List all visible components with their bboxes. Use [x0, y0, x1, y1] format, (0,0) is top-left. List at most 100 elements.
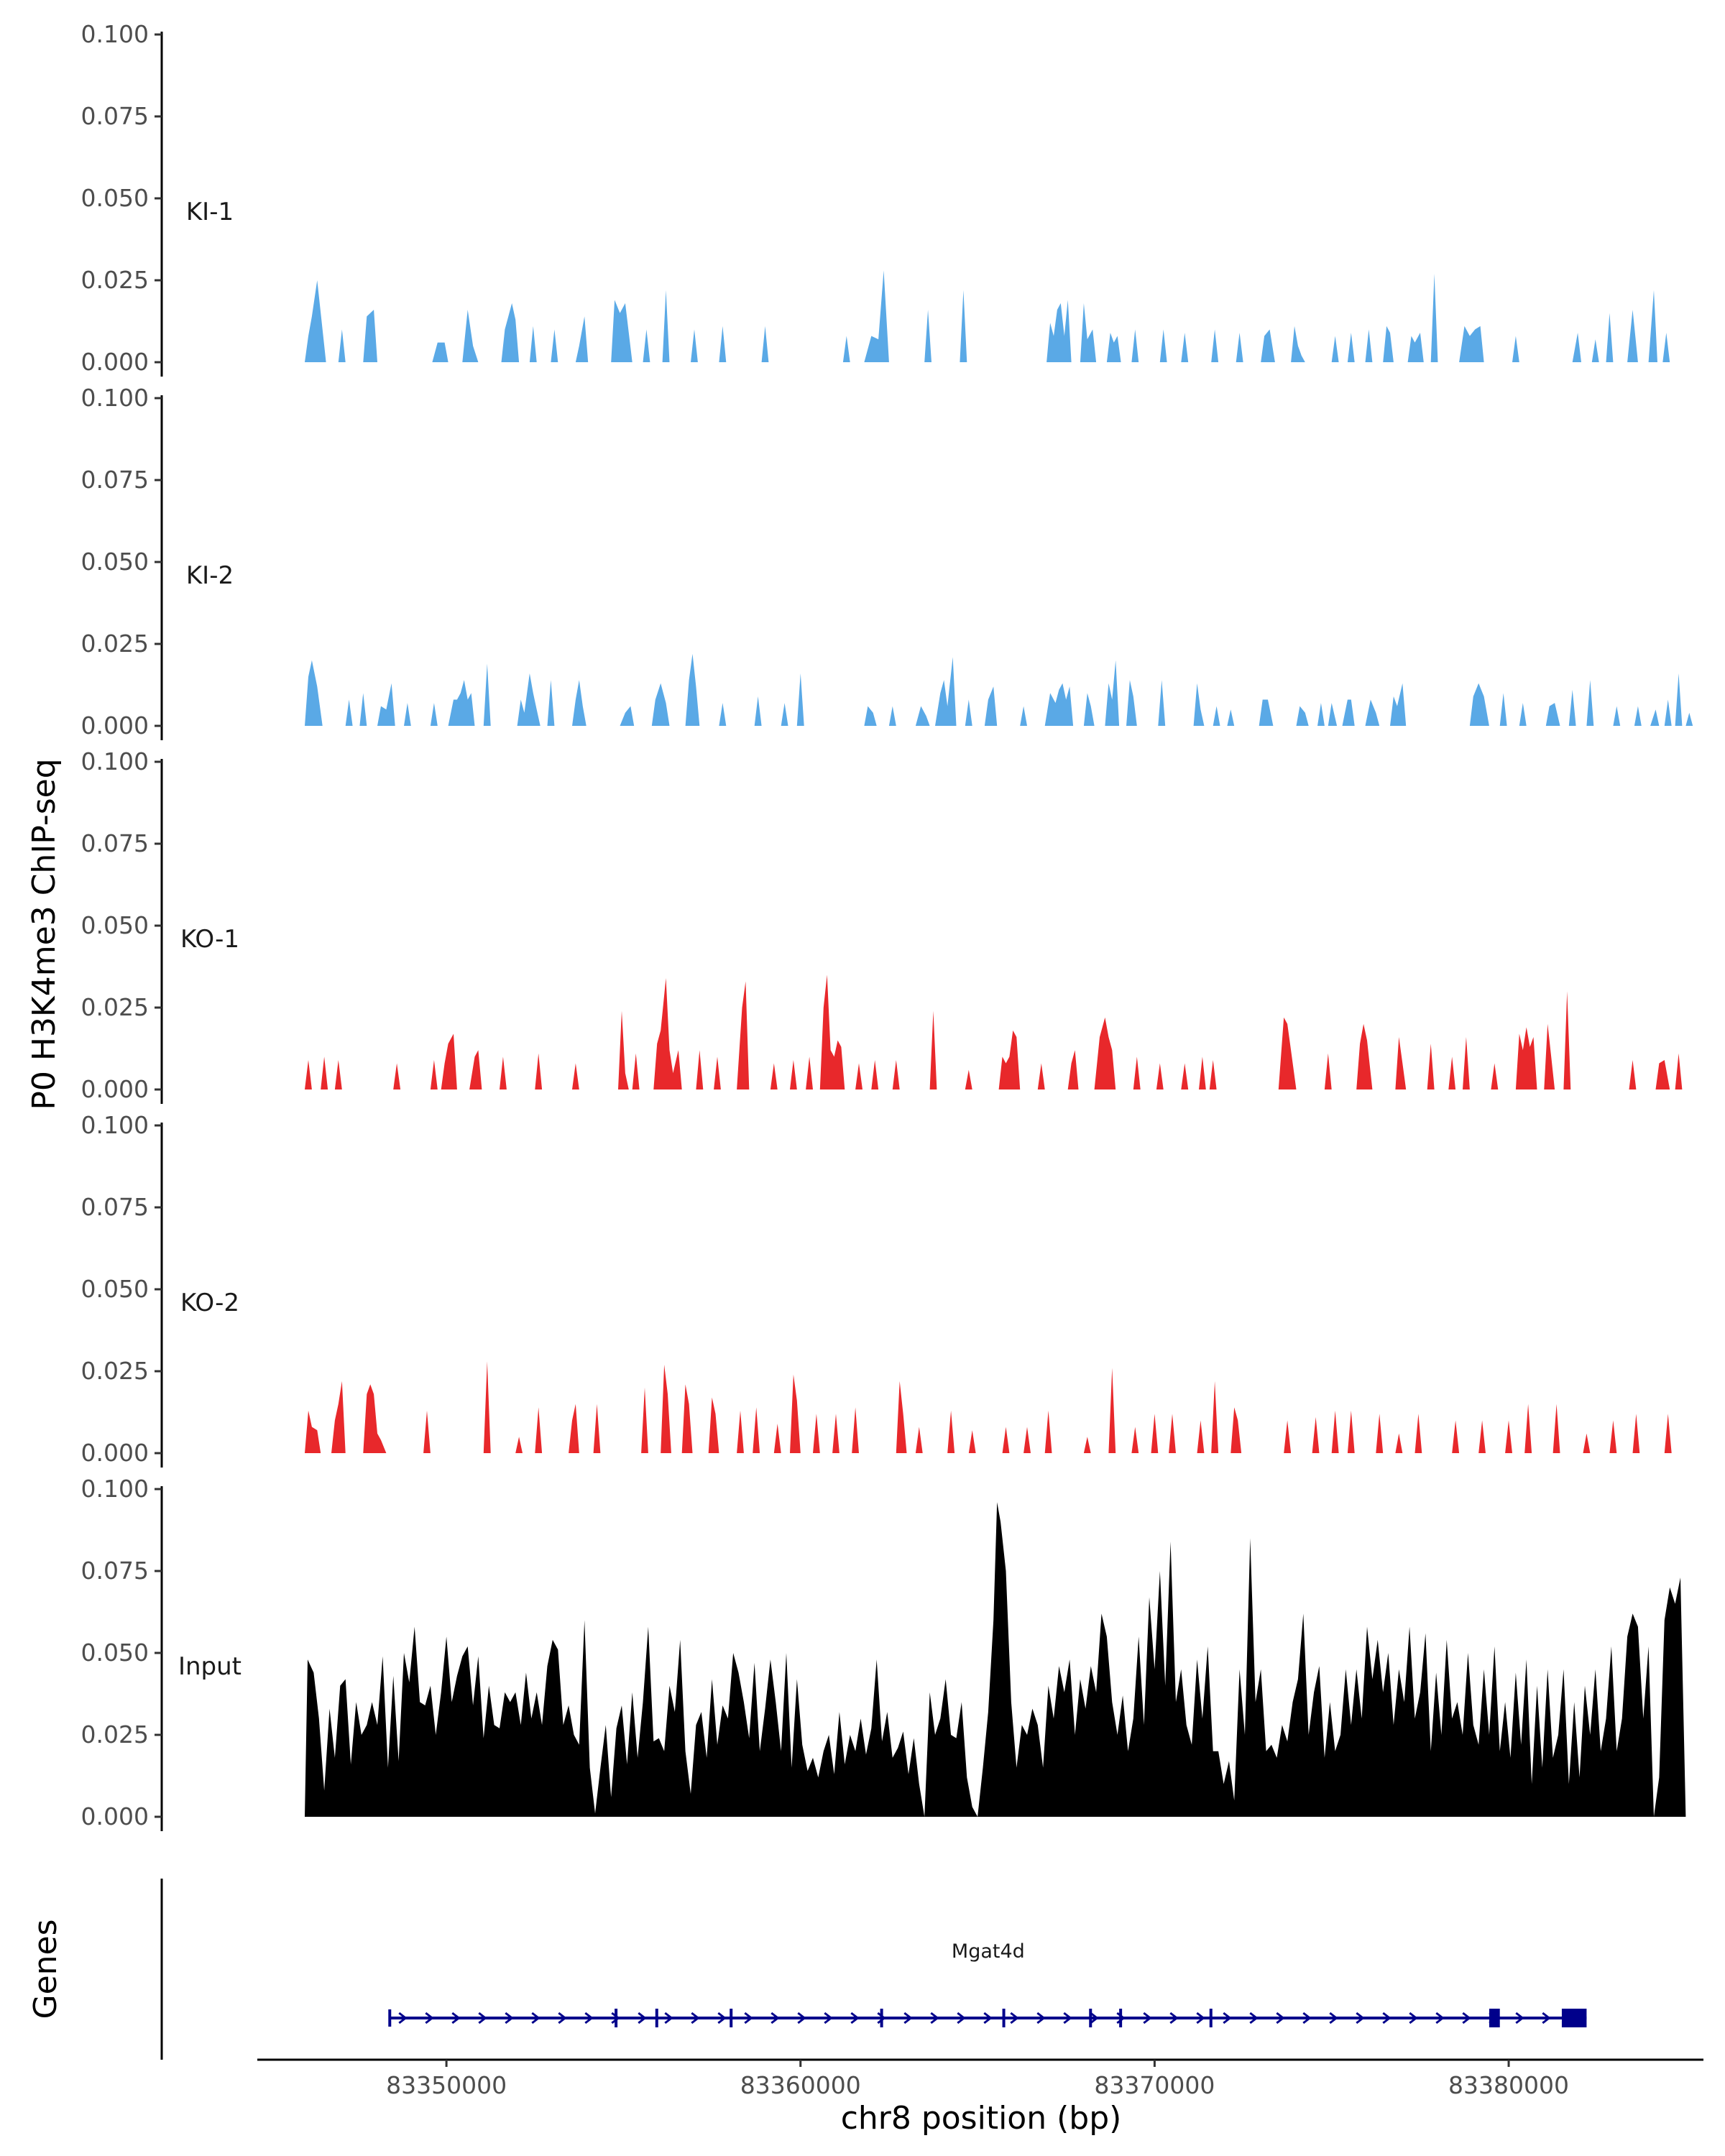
y-tick-label: 0.050 [81, 548, 149, 576]
exon [655, 2009, 658, 2027]
strand-arrow [1409, 2012, 1418, 2024]
exon [730, 2009, 733, 2027]
strand-arrow [1435, 2012, 1445, 2024]
gene-mgat4d: Mgat4d [388, 1940, 1587, 2027]
strand-arrow [1329, 2012, 1338, 2024]
strand-arrow [451, 2012, 461, 2024]
strand-arrow [1249, 2012, 1259, 2024]
strand-arrow [1196, 2012, 1205, 2024]
strand-arrow [957, 2012, 966, 2024]
strand-arrow [903, 2012, 913, 2024]
strand-arrow [1169, 2012, 1179, 2024]
strand-arrow [770, 2012, 780, 2024]
strand-arrow [558, 2012, 567, 2024]
exon [1002, 2009, 1006, 2027]
y-tick-label: 0.100 [81, 20, 149, 48]
strand-arrow [531, 2012, 540, 2024]
y-tick-label: 0.000 [81, 1802, 149, 1830]
y-tick-label: 0.025 [81, 630, 149, 658]
y-tick-label: 0.075 [81, 466, 149, 494]
strand-arrow [425, 2012, 434, 2024]
strand-arrow [877, 2012, 886, 2024]
track-label: KO-2 [180, 1289, 239, 1317]
signal-area [305, 1502, 1686, 1817]
strand-arrow [797, 2012, 806, 2024]
strand-arrow [824, 2012, 833, 2024]
y-tick-label: 0.075 [81, 1193, 149, 1221]
strand-arrow [1010, 2012, 1019, 2024]
y-tick-label: 0.100 [81, 1475, 149, 1503]
exon [615, 2009, 618, 2027]
strand-arrow [691, 2012, 700, 2024]
genes-axis-title: Genes [27, 1919, 64, 2019]
y-tick-label: 0.025 [81, 266, 149, 294]
y-tick-label: 0.000 [81, 1075, 149, 1103]
track-input: 0.000 0.025 0.050 0.075 0.100 Input [81, 1475, 1686, 1831]
x-axis: 83350000 83360000 83370000 83380000 [257, 2058, 1703, 2099]
signal-area [305, 270, 1670, 362]
exon [1489, 2009, 1500, 2027]
x-tick-label: 83350000 [386, 2071, 507, 2099]
strand-arrow [1356, 2012, 1365, 2024]
strand-arrow [850, 2012, 860, 2024]
strand-arrow [611, 2012, 620, 2024]
strand-arrow [1063, 2012, 1072, 2024]
x-axis-title: chr8 position (bp) [841, 2100, 1122, 2137]
strand-arrow [983, 2012, 993, 2024]
y-tick-label: 0.050 [81, 1275, 149, 1303]
strand-arrow [505, 2012, 514, 2024]
tracks-layer: 0.0000.0250.0500.0750.100KI-10.0000.0250… [81, 20, 1693, 1831]
gene-label: Mgat4d [952, 1940, 1025, 1963]
strand-arrow [1143, 2012, 1152, 2024]
track-label: KI-2 [186, 561, 234, 590]
strand-arrow [1036, 2012, 1046, 2024]
signal-area [305, 1361, 1672, 1453]
y-tick-label: 0.075 [81, 829, 149, 857]
strand-arrow [1515, 2012, 1524, 2024]
y-tick-label: 0.100 [81, 1111, 149, 1139]
x-tick-label: 83370000 [1094, 2071, 1215, 2099]
genes-layer: Mgat4d [160, 1879, 1587, 2060]
strand-arrow [478, 2012, 487, 2024]
y-tick-label: 0.000 [81, 711, 149, 740]
strand-arrow [584, 2012, 594, 2024]
x-tick-label: 83360000 [740, 2071, 861, 2099]
y-tick-label: 0.050 [81, 1639, 149, 1667]
strand-arrow [664, 2012, 673, 2024]
signal-area [305, 653, 1693, 726]
strand-arrow [1462, 2012, 1471, 2024]
strand-arrow [744, 2012, 753, 2024]
track-ki-2: 0.000 0.025 0.050 0.075 0.100 KI-2 [81, 384, 1693, 740]
y-tick-label: 0.075 [81, 1557, 149, 1585]
exon [1561, 2009, 1587, 2027]
strand-arrow [1223, 2012, 1232, 2024]
strand-arrow [930, 2012, 939, 2024]
strand-arrow [1302, 2012, 1312, 2024]
y-tick-label: 0.100 [81, 747, 149, 775]
exon [1119, 2009, 1123, 2027]
y-tick-label: 0.000 [81, 1439, 149, 1467]
y-tick-label: 0.025 [81, 1720, 149, 1749]
track-ko-2: 0.000 0.025 0.050 0.075 0.100 KO-2 [81, 1111, 1672, 1468]
y-tick-label: 0.050 [81, 184, 149, 212]
strand-arrow [1090, 2012, 1099, 2024]
y-tick-label: 0.050 [81, 911, 149, 939]
strand-arrow [1382, 2012, 1392, 2024]
y-tick-label: 0.100 [81, 384, 149, 412]
y-tick-label: 0.000 [81, 348, 149, 376]
track-label: Input [178, 1652, 242, 1681]
exon [1089, 2009, 1092, 2027]
strand-arrow [1542, 2012, 1551, 2024]
track-label: KO-1 [180, 925, 239, 954]
y-tick-label: 0.025 [81, 1357, 149, 1385]
track-ko-1: 0.000 0.025 0.050 0.075 0.100 KO-1 [81, 747, 1683, 1104]
y-tick-label: 0.075 [81, 102, 149, 130]
strand-arrow [638, 2012, 647, 2024]
exon [880, 2009, 883, 2027]
track-label: KI-1 [186, 198, 234, 226]
strand-arrow [1276, 2012, 1285, 2024]
strand-arrow [717, 2012, 727, 2024]
y-axis-title: P0 H3K4me3 ChIP-seq [26, 758, 63, 1110]
exon [1209, 2009, 1213, 2027]
